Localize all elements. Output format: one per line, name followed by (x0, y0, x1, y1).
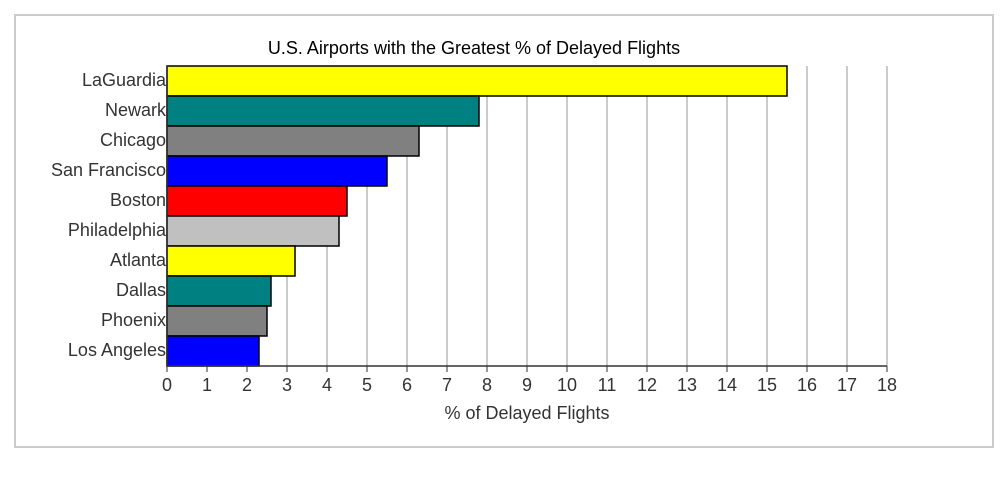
x-tick-label: 7 (442, 375, 452, 395)
bar (166, 65, 788, 97)
y-tick-label: Los Angeles (68, 340, 166, 360)
x-tick-label: 11 (598, 375, 617, 395)
x-axis-label: % of Delayed Flights (444, 403, 609, 423)
x-tick-label: 15 (757, 375, 777, 395)
y-tick-label: Dallas (116, 280, 166, 300)
bar (166, 275, 272, 307)
x-tick-label: 13 (677, 375, 697, 395)
y-tick-label: Philadelphia (68, 220, 167, 240)
x-tick-label: 17 (837, 375, 857, 395)
y-tick-label: Atlanta (110, 250, 167, 270)
x-tick-label: 10 (557, 375, 577, 395)
x-tick-label: 12 (637, 375, 657, 395)
chart-title: U.S. Airports with the Greatest % of Del… (268, 38, 680, 58)
x-tick-label: 8 (482, 375, 492, 395)
bar (166, 95, 480, 127)
x-tick-label: 18 (877, 375, 897, 395)
y-tick-label: Phoenix (101, 310, 166, 330)
x-tick-label: 2 (242, 375, 252, 395)
x-tick-label: 14 (717, 375, 737, 395)
y-tick-label: San Francisco (51, 160, 166, 180)
bar (166, 155, 388, 187)
bar (166, 305, 268, 337)
y-tick-label: Chicago (100, 130, 166, 150)
x-tick-label: 4 (322, 375, 332, 395)
bar (166, 125, 420, 157)
x-tick-label: 9 (522, 375, 532, 395)
x-tick-label: 16 (797, 375, 817, 395)
bar (166, 185, 348, 217)
bar (166, 215, 340, 247)
bar (166, 335, 260, 367)
y-tick-label: Boston (110, 190, 166, 210)
x-tick-label: 5 (362, 375, 372, 395)
x-tick-label: 3 (282, 375, 292, 395)
bar (166, 245, 296, 277)
x-tick-label: 0 (162, 375, 172, 395)
x-tick-label: 1 (202, 375, 212, 395)
y-tick-label: Newark (105, 100, 167, 120)
x-tick-label: 6 (402, 375, 412, 395)
y-tick-label: LaGuardia (82, 70, 167, 90)
